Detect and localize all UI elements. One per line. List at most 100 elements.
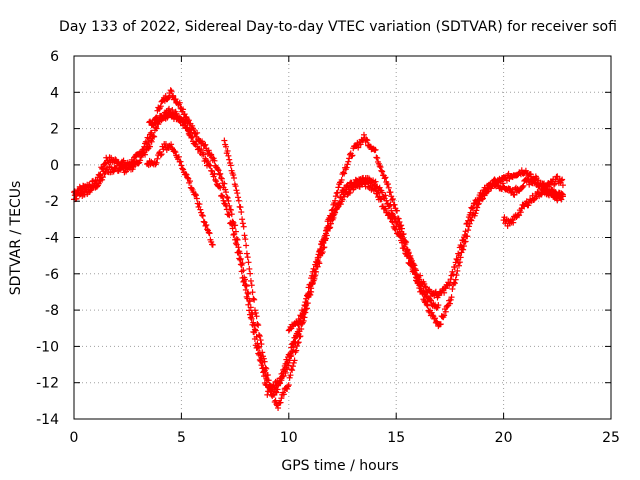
data-point (289, 363, 296, 370)
data-point (189, 133, 196, 140)
data-point (449, 285, 456, 292)
data-point (467, 209, 474, 216)
data-point (220, 197, 227, 204)
data-point (235, 197, 242, 204)
data-point (202, 222, 209, 229)
data-point (357, 141, 364, 148)
data-point (247, 277, 254, 284)
data-point (137, 157, 144, 164)
data-point (231, 175, 238, 182)
data-point (293, 347, 300, 354)
data-point (228, 221, 235, 228)
data-point (479, 190, 486, 197)
data-point (286, 374, 293, 381)
data-point (300, 308, 307, 315)
data-point (251, 307, 258, 314)
data-point (519, 184, 526, 191)
data-point (389, 219, 396, 226)
data-point (311, 275, 318, 282)
data-point (254, 321, 261, 328)
data-point (340, 169, 347, 176)
data-point (310, 265, 317, 272)
data-point (372, 186, 379, 193)
data-point (147, 143, 154, 150)
data-point (258, 341, 265, 348)
data-point (193, 195, 200, 202)
data-point (446, 280, 453, 287)
data-point (259, 349, 266, 356)
data-point (388, 207, 395, 214)
data-point (385, 184, 392, 191)
data-point (463, 220, 470, 227)
data-point (231, 231, 238, 238)
data-point (210, 173, 217, 180)
data-point (154, 155, 161, 162)
data-point (181, 119, 188, 126)
data-point (364, 137, 371, 144)
data-point (284, 359, 291, 366)
data-point (479, 191, 486, 198)
data-point (151, 133, 158, 140)
data-point (337, 201, 344, 208)
data-point (263, 365, 270, 372)
data-point (95, 180, 102, 187)
data-point (334, 204, 341, 211)
data-point (382, 205, 389, 212)
data-point (389, 196, 396, 203)
data-point (217, 184, 224, 191)
data-point (372, 146, 379, 153)
data-point (346, 189, 353, 196)
data-point (360, 131, 367, 138)
x-tick-label: 10 (280, 430, 298, 446)
data-point (178, 162, 185, 169)
data-point (319, 249, 326, 256)
chart-title: Day 133 of 2022, Sidereal Day-to-day VTE… (59, 19, 617, 35)
data-point (458, 243, 465, 250)
data-point (307, 291, 314, 298)
data-point (256, 333, 263, 340)
data-point (217, 170, 224, 177)
data-point (150, 133, 157, 140)
data-point (219, 193, 226, 200)
data-point (209, 241, 216, 248)
data-point (381, 175, 388, 182)
data-point (473, 200, 480, 207)
data-point (305, 284, 312, 291)
data-point (238, 268, 245, 275)
data-point (158, 151, 165, 158)
data-point (224, 194, 231, 201)
data-point (294, 342, 301, 349)
data-point (175, 153, 182, 160)
data-point (202, 141, 209, 148)
data-point (559, 176, 566, 183)
data-point (260, 355, 267, 362)
data-point (332, 193, 339, 200)
data-point (349, 152, 356, 159)
data-point (233, 241, 240, 248)
y-tick-label: -12 (36, 376, 59, 392)
data-point (441, 289, 448, 296)
data-point (255, 350, 262, 357)
data-point (245, 301, 252, 308)
data-point (274, 386, 281, 393)
data-point (397, 233, 404, 240)
data-point (169, 106, 176, 113)
data-point (473, 207, 480, 214)
data-point (251, 296, 258, 303)
data-point (227, 162, 234, 169)
data-point (200, 151, 207, 158)
data-point (316, 260, 323, 267)
data-point (172, 111, 179, 118)
data-point (379, 168, 386, 175)
data-point (461, 232, 468, 239)
data-point (200, 218, 207, 225)
data-point (242, 286, 249, 293)
data-point (247, 270, 254, 277)
data-point (156, 118, 163, 125)
data-point (455, 252, 462, 259)
data-point (450, 271, 457, 278)
data-point (520, 182, 527, 189)
x-tick-label: 25 (602, 430, 620, 446)
data-point (271, 385, 278, 392)
data-point (389, 195, 396, 202)
